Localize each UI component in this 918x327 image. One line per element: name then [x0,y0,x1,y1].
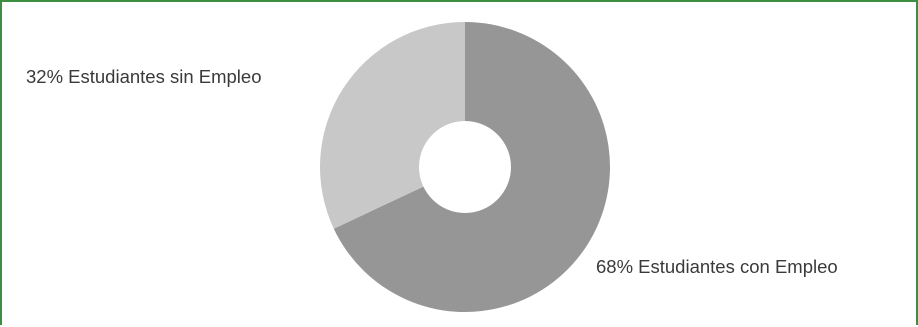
slice-label-sin-empleo: 32% Estudiantes sin Empleo [26,66,262,87]
slice-label-con-empleo: 68% Estudiantes con Empleo [596,256,838,277]
donut-hole [419,121,511,213]
